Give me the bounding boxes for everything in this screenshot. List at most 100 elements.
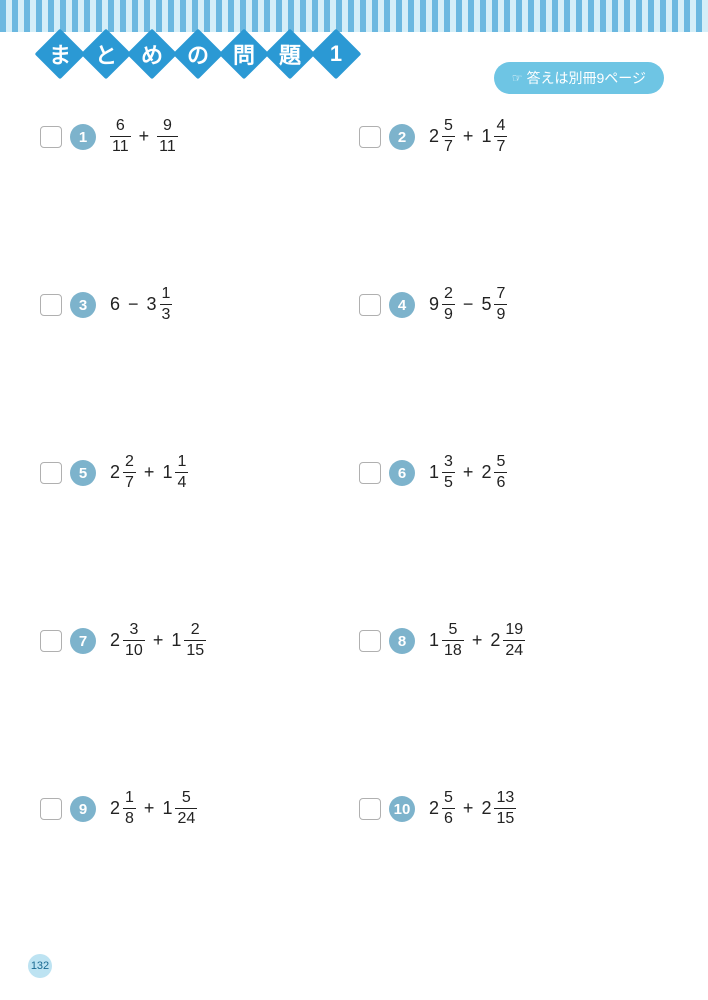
problem-checkbox[interactable] [359, 630, 381, 652]
denominator: 9 [442, 304, 455, 323]
problem-checkbox[interactable] [359, 126, 381, 148]
problem-item: 36−313 [40, 278, 349, 446]
denominator: 9 [494, 304, 507, 323]
fraction: 13 [160, 286, 173, 323]
fraction: 27 [123, 454, 136, 491]
whole-part: 2 [110, 462, 120, 483]
operator: − [126, 294, 141, 315]
denominator: 15 [184, 640, 206, 659]
title-diamond: と [84, 32, 128, 76]
problem-grid: 1611+9112257+14736−3134929−5795227+11461… [40, 110, 668, 950]
fraction: 35 [442, 454, 455, 491]
fraction: 524 [175, 790, 197, 827]
denominator: 6 [442, 808, 455, 827]
denominator: 7 [442, 136, 455, 155]
title-diamond: 問 [222, 32, 266, 76]
numerator: 1 [123, 790, 136, 808]
fraction: 215 [184, 622, 206, 659]
fraction: 310 [123, 622, 145, 659]
operator: + [461, 798, 476, 819]
problem-item: 81518+21924 [359, 614, 668, 782]
title-diamond: 1 [314, 32, 358, 76]
problem-checkbox[interactable] [40, 798, 62, 820]
denominator: 6 [494, 472, 507, 491]
operator: + [461, 126, 476, 147]
whole-part: 1 [429, 630, 439, 651]
problem-number-badge: 1 [70, 124, 96, 150]
whole-number: 6 [110, 294, 120, 315]
operator: + [470, 630, 485, 651]
problem-checkbox[interactable] [359, 462, 381, 484]
title-diamond: 題 [268, 32, 312, 76]
numerator: 5 [446, 622, 459, 640]
problem-checkbox[interactable] [359, 798, 381, 820]
page-number: 132 [28, 954, 52, 978]
expression: 218+1524 [104, 790, 197, 827]
mixed-number: 147 [481, 118, 507, 155]
answer-reference-badge: ☞ 答えは別冊9ページ [494, 62, 664, 94]
denominator: 24 [503, 640, 525, 659]
numerator: 1 [160, 286, 173, 304]
operator: + [461, 462, 476, 483]
title-char: 問 [233, 38, 255, 70]
problem-checkbox[interactable] [40, 462, 62, 484]
problem-number-badge: 5 [70, 460, 96, 486]
denominator: 11 [157, 136, 178, 155]
fraction: 1315 [494, 790, 516, 827]
denominator: 8 [123, 808, 136, 827]
problem-item: 4 929−579 [359, 278, 668, 446]
numerator: 9 [161, 118, 174, 136]
denominator: 15 [494, 808, 516, 827]
problem-number-badge: 3 [70, 292, 96, 318]
problem-number-badge: 6 [389, 460, 415, 486]
pointer-icon: ☞ [512, 71, 523, 85]
title-char: ま [49, 38, 71, 70]
numerator: 2 [442, 286, 455, 304]
mixed-number: 21315 [481, 790, 516, 827]
fraction: 18 [123, 790, 136, 827]
problem-checkbox[interactable] [40, 126, 62, 148]
header-stripes [0, 0, 708, 32]
expression: 2310+1215 [104, 622, 206, 659]
title-char: と [95, 38, 117, 70]
mixed-number: 114 [162, 454, 188, 491]
expression: 1518 +21924 [423, 622, 525, 659]
numerator: 3 [442, 454, 455, 472]
title-char: 題 [279, 38, 301, 70]
mixed-number: 135 [429, 454, 455, 491]
expression: 611+911 [104, 118, 178, 155]
problem-item: 5 227+114 [40, 446, 349, 614]
expression: 256+21315 [423, 790, 516, 827]
whole-part: 3 [147, 294, 157, 315]
numerator: 5 [442, 118, 455, 136]
fraction: 79 [494, 286, 507, 323]
numerator: 5 [494, 454, 507, 472]
title-char: め [141, 38, 163, 70]
problem-number-badge: 10 [389, 796, 415, 822]
problem-number-badge: 7 [70, 628, 96, 654]
problem-checkbox[interactable] [359, 294, 381, 316]
expression: 929−579 [423, 286, 507, 323]
expression: 227+114 [104, 454, 188, 491]
operator: + [142, 798, 157, 819]
problem-checkbox[interactable] [40, 294, 62, 316]
page-title: まとめの問題1 [38, 32, 358, 76]
problem-number-badge: 9 [70, 796, 96, 822]
problem-checkbox[interactable] [40, 630, 62, 652]
mixed-number: 257 [429, 118, 455, 155]
numerator: 19 [503, 622, 525, 640]
mixed-number: 21924 [490, 622, 525, 659]
fraction: 29 [442, 286, 455, 323]
numerator: 7 [494, 286, 507, 304]
expression: 257 +147 [423, 118, 507, 155]
title-diamond: ま [38, 32, 82, 76]
problem-item: 6135+256 [359, 446, 668, 614]
denominator: 7 [123, 472, 136, 491]
problem-number-badge: 4 [389, 292, 415, 318]
whole-part: 2 [490, 630, 500, 651]
mixed-number: 929 [429, 286, 455, 323]
operator: + [137, 126, 152, 147]
whole-part: 1 [162, 798, 172, 819]
numerator: 4 [494, 118, 507, 136]
fraction: 518 [442, 622, 464, 659]
